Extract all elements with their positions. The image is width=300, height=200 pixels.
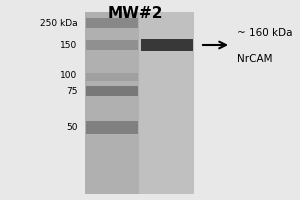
Text: ~ 160 kDa: ~ 160 kDa [237,28,292,38]
Bar [86,40,138,49]
Bar [141,40,193,50]
Bar [86,73,138,81]
Text: 50: 50 [66,123,77,132]
Text: MW: MW [107,6,140,21]
Bar [86,19,138,27]
Text: 250 kDa: 250 kDa [40,19,77,27]
Text: #2: #2 [140,6,163,21]
Text: 75: 75 [66,87,77,96]
Bar [85,12,140,194]
Text: 100: 100 [60,72,77,80]
Bar [85,12,194,194]
Text: NrCAM: NrCAM [237,54,272,64]
Text: 150: 150 [60,40,77,49]
Bar [86,86,138,96]
Bar [86,120,138,134]
Bar [140,12,194,194]
